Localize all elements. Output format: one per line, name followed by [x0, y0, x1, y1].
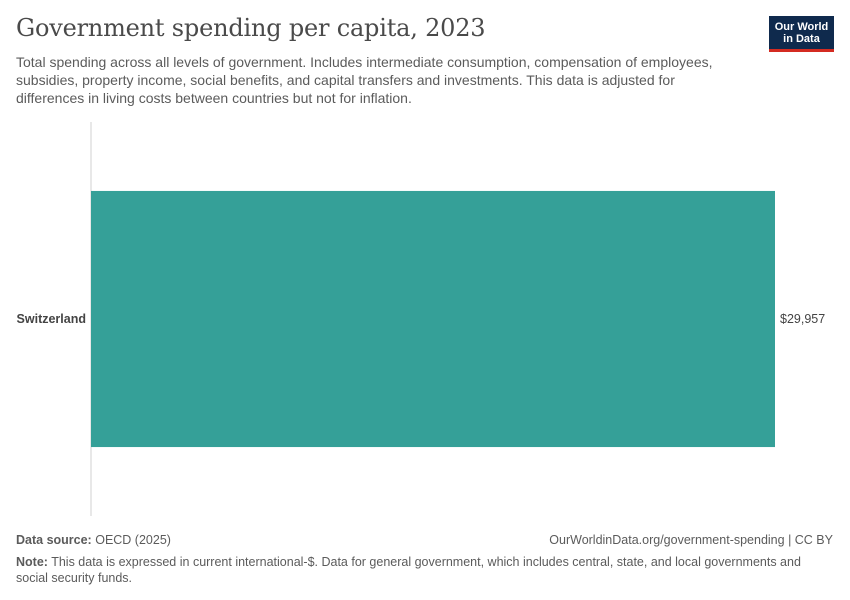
note-label: Note: [16, 555, 48, 569]
data-source-value[interactable]: OECD (2025) [95, 533, 171, 547]
bar[interactable] [91, 190, 775, 448]
note-text: This data is expressed in current intern… [16, 555, 801, 585]
value-label: $29,957 [780, 312, 825, 326]
chart-title: Government spending per capita, 2023 [16, 14, 486, 42]
logo-line-1: Our World [774, 20, 829, 33]
chart-subtitle: Total spending across all levels of gove… [16, 54, 713, 106]
logo-line-2: in Data [783, 32, 820, 45]
category-label: Switzerland [17, 312, 86, 326]
owid-logo[interactable]: Our World in Data [769, 16, 834, 52]
data-source-label: Data source: [16, 533, 92, 547]
footer-url[interactable]: OurWorldinData.org/government-spending |… [549, 533, 833, 547]
data-source: Data source: OECD (2025) [16, 533, 171, 547]
footer-note: Note: This data is expressed in current … [16, 554, 816, 586]
